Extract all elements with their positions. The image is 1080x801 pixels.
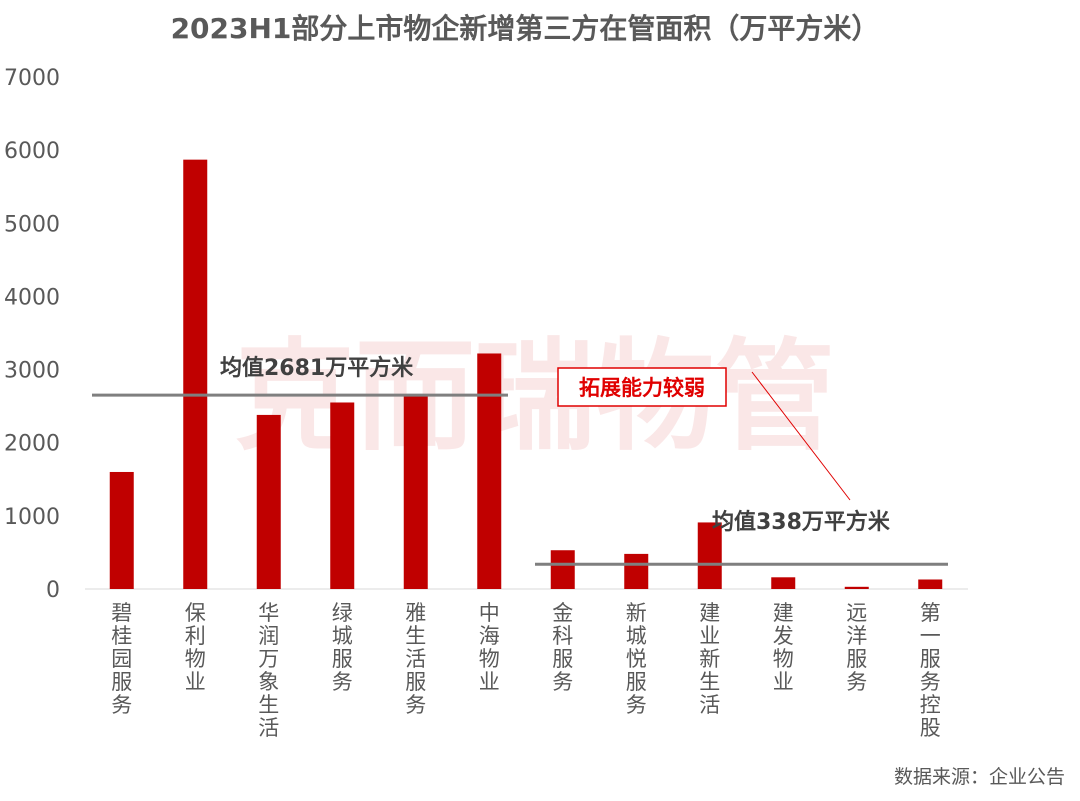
y-tick-label: 6000 <box>4 139 60 164</box>
y-tick-label: 2000 <box>4 432 60 457</box>
x-tick-label: 华润万象生活 <box>258 601 279 740</box>
source-note: 数据来源：企业公告 <box>894 766 1065 788</box>
callout-leader-line <box>751 371 851 501</box>
y-tick-label: 4000 <box>4 285 60 310</box>
y-tick-label: 0 <box>46 578 60 603</box>
y-axis-ticks: 0 1000 2000 3000 4000 5000 6000 7000 <box>4 66 60 603</box>
y-tick-label: 5000 <box>4 212 60 237</box>
callout-box <box>557 367 727 407</box>
bar <box>256 414 281 589</box>
x-tick-label: 建业新生活 <box>699 601 720 717</box>
bar <box>477 353 502 589</box>
bar <box>697 522 722 589</box>
bar <box>771 577 796 589</box>
x-tick-label: 远洋服务 <box>846 601 867 694</box>
bar <box>624 553 649 589</box>
y-tick-label: 3000 <box>4 359 60 384</box>
bar <box>109 471 134 589</box>
x-tick-label: 保利物业 <box>185 601 206 694</box>
x-tick-label: 建发物业 <box>773 601 794 694</box>
bar <box>918 579 943 589</box>
average-label-low: 均值338万平方米 <box>712 509 891 535</box>
bars <box>109 159 943 589</box>
y-tick-label: 7000 <box>4 66 60 91</box>
x-tick-label: 雅生活服务 <box>405 601 426 717</box>
bar <box>550 550 575 589</box>
x-tick-label: 碧桂园服务 <box>111 601 132 717</box>
bar <box>183 159 208 589</box>
y-tick-label: 1000 <box>4 505 60 530</box>
x-tick-label: 绿城服务 <box>332 601 353 694</box>
chart-title: 2023H1部分上市物企新增第三方在管面积（万平方米） <box>171 12 880 45</box>
bar <box>844 586 869 589</box>
x-tick-label: 金科服务 <box>552 601 573 694</box>
watermark-text: 克而瑞物管 <box>235 328 835 467</box>
x-tick-label: 第一服务控股 <box>920 601 941 740</box>
bar <box>330 402 355 589</box>
bar <box>403 395 428 589</box>
average-label-high: 均值2681万平方米 <box>220 355 414 381</box>
x-tick-label: 新城悦服务 <box>626 601 647 717</box>
callout-text: 拓展能力较弱 <box>579 376 705 400</box>
x-axis-labels: 碧桂园服务 保利物业 华润万象生活 绿城服务 雅生活服务 中海物业 金科服务 新城悦服务 建业新… <box>111 601 941 740</box>
x-tick-label: 中海物业 <box>479 601 500 694</box>
